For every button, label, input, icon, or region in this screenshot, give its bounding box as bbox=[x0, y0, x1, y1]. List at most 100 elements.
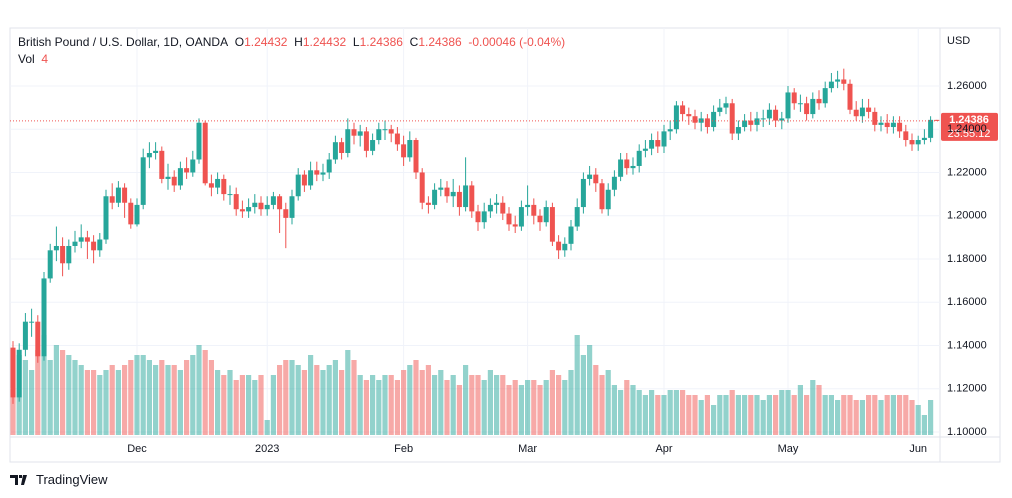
volume-bar bbox=[543, 380, 549, 435]
candle-body bbox=[760, 118, 766, 120]
volume-bar bbox=[562, 380, 568, 435]
volume-bar bbox=[301, 370, 307, 435]
candle-body bbox=[568, 226, 574, 244]
candle-body bbox=[934, 119, 940, 121]
volume-bar bbox=[184, 360, 190, 435]
candle-body bbox=[202, 122, 208, 184]
volume-bar bbox=[295, 365, 301, 435]
volume-bar bbox=[159, 360, 165, 435]
volume-bar bbox=[667, 390, 673, 435]
volume-bar bbox=[97, 375, 103, 435]
candle-body bbox=[692, 116, 698, 123]
volume-bar bbox=[754, 395, 760, 435]
volume-bar bbox=[264, 420, 270, 435]
x-tick-label: 2023 bbox=[255, 443, 279, 455]
symbol-title: British Pound / U.S. Dollar, 1D, OANDA bbox=[18, 35, 229, 49]
candle-body bbox=[432, 189, 438, 205]
candle-body bbox=[258, 202, 264, 210]
volume-bar bbox=[258, 375, 264, 435]
volume-bar bbox=[103, 370, 109, 435]
candle-body bbox=[47, 250, 53, 279]
candle-body bbox=[419, 172, 425, 203]
volume-bar bbox=[630, 385, 636, 435]
candle-body bbox=[91, 241, 97, 251]
candle-body bbox=[22, 321, 28, 350]
volume-bar bbox=[41, 335, 47, 435]
candle-body bbox=[828, 81, 834, 89]
legend-header: British Pound / U.S. Dollar, 1D, OANDA O… bbox=[18, 35, 565, 49]
candle-body bbox=[450, 191, 456, 197]
volume-bar bbox=[475, 375, 481, 435]
volume-bar bbox=[599, 375, 605, 435]
candle-body bbox=[897, 122, 903, 132]
volume-bar bbox=[314, 365, 320, 435]
candle-body bbox=[921, 137, 927, 141]
candle-body bbox=[289, 196, 295, 218]
candle-body bbox=[233, 194, 239, 210]
candle-body bbox=[841, 79, 847, 84]
volume-bar bbox=[357, 375, 363, 435]
candle-body bbox=[878, 122, 884, 125]
volume-bar bbox=[518, 385, 524, 435]
candle-body bbox=[556, 241, 562, 251]
low-value: 1.24386 bbox=[359, 35, 403, 49]
volume-bar bbox=[171, 365, 177, 435]
candle-body bbox=[66, 245, 72, 264]
candle-body bbox=[574, 207, 580, 227]
volume-bar bbox=[388, 375, 394, 435]
volume-bar bbox=[766, 395, 772, 435]
candle-body bbox=[723, 103, 729, 108]
volume-bar bbox=[729, 390, 735, 435]
y-tick-label: 1.22000 bbox=[947, 166, 987, 178]
volume-bar bbox=[915, 405, 921, 435]
candle-body bbox=[153, 150, 159, 153]
y-tick-label: 1.12000 bbox=[947, 383, 987, 395]
y-tick-label: 1.20000 bbox=[947, 210, 987, 222]
candle-body bbox=[531, 204, 537, 216]
candle-body bbox=[332, 142, 338, 160]
volume-bar bbox=[239, 375, 245, 435]
candle-body bbox=[134, 204, 140, 225]
volume-bar bbox=[444, 380, 450, 435]
candle-body bbox=[673, 105, 679, 130]
candle-body bbox=[401, 144, 407, 158]
volume-bar bbox=[190, 355, 196, 435]
volume-bar bbox=[494, 375, 500, 435]
volume-bar bbox=[810, 380, 816, 435]
volume-bar bbox=[890, 395, 896, 435]
candle-body bbox=[16, 349, 22, 398]
currency: USD bbox=[947, 35, 970, 47]
candle-body bbox=[159, 150, 165, 179]
candle-body bbox=[270, 196, 276, 205]
candle-body bbox=[518, 207, 524, 227]
volume-bar bbox=[624, 380, 630, 435]
volume-bar bbox=[128, 360, 134, 435]
volume-bar bbox=[568, 370, 574, 435]
candle-body bbox=[463, 185, 469, 208]
candle-body bbox=[810, 98, 816, 115]
volume-bar bbox=[847, 395, 853, 435]
volume-bar bbox=[221, 375, 227, 435]
volume-bar bbox=[587, 345, 593, 435]
volume-bar bbox=[605, 370, 611, 435]
volume-bar bbox=[698, 400, 704, 435]
candle-body bbox=[246, 207, 252, 212]
candle-body bbox=[438, 187, 444, 190]
volume-bar bbox=[47, 360, 53, 435]
candle-body bbox=[239, 209, 245, 212]
y-tick-label: 1.24000 bbox=[947, 123, 987, 135]
candle-body bbox=[642, 148, 648, 151]
candle-body bbox=[686, 114, 692, 117]
candle-body bbox=[382, 129, 388, 131]
candle-body bbox=[735, 127, 741, 134]
candle-body bbox=[773, 109, 779, 121]
candle-body bbox=[357, 131, 363, 136]
volume-bar bbox=[642, 395, 648, 435]
candle-body bbox=[29, 321, 35, 323]
volume-bar bbox=[109, 365, 115, 435]
footer[interactable]: TradingView bbox=[10, 472, 108, 487]
volume-bar bbox=[450, 375, 456, 435]
x-tick-label: Feb bbox=[394, 443, 413, 455]
y-tick-label: 1.10000 bbox=[947, 426, 987, 438]
y-tick-label: 1.14000 bbox=[947, 339, 987, 351]
